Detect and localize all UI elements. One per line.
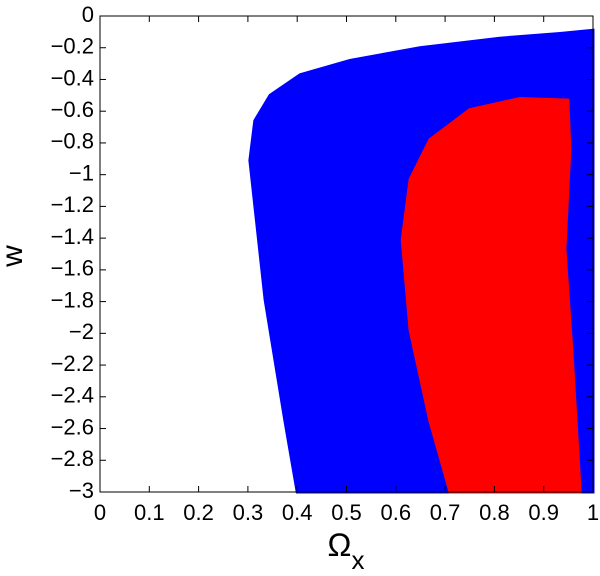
y-tick-label: −2.4 bbox=[51, 383, 94, 408]
x-tick-label: 0.2 bbox=[183, 500, 214, 525]
x-tick-label: 0.8 bbox=[479, 500, 510, 525]
x-tick-label: 0.1 bbox=[134, 500, 165, 525]
x-axis-label-sub: x bbox=[351, 545, 364, 575]
x-tick-label: 0.7 bbox=[430, 500, 461, 525]
y-tick-label: −1.8 bbox=[51, 287, 94, 312]
x-axis-label: Ωx bbox=[328, 527, 365, 574]
y-tick-label: −0.8 bbox=[51, 129, 94, 154]
y-tick-label: −2.6 bbox=[51, 414, 94, 439]
x-tick-label: 0.6 bbox=[381, 500, 412, 525]
y-tick-label: −3 bbox=[69, 478, 94, 503]
y-tick-label: −1.4 bbox=[51, 224, 94, 249]
y-tick-label: −1.2 bbox=[51, 192, 94, 217]
y-tick-label: −1.6 bbox=[51, 256, 94, 281]
x-axis-label-main: Ω bbox=[328, 527, 352, 563]
x-tick-label: 0.3 bbox=[233, 500, 264, 525]
y-tick-label: −2 bbox=[69, 319, 94, 344]
region bbox=[400, 97, 582, 494]
x-tick-label: 0 bbox=[94, 500, 106, 525]
x-tick-label: 0.9 bbox=[528, 500, 559, 525]
y-tick-label: −0.4 bbox=[51, 65, 94, 90]
y-tick-label: 0 bbox=[82, 2, 94, 27]
y-tick-label: −0.2 bbox=[51, 34, 94, 59]
x-tick-label: 0.5 bbox=[331, 500, 362, 525]
y-tick-label: −2.8 bbox=[51, 446, 94, 471]
y-tick-label: −1 bbox=[69, 160, 94, 185]
x-tick-label: 1 bbox=[587, 500, 599, 525]
y-axis-label: w bbox=[0, 245, 29, 268]
y-tick-label: −2.2 bbox=[51, 351, 94, 376]
x-tick-label: 0.4 bbox=[282, 500, 313, 525]
y-tick-label: −0.6 bbox=[51, 97, 94, 122]
